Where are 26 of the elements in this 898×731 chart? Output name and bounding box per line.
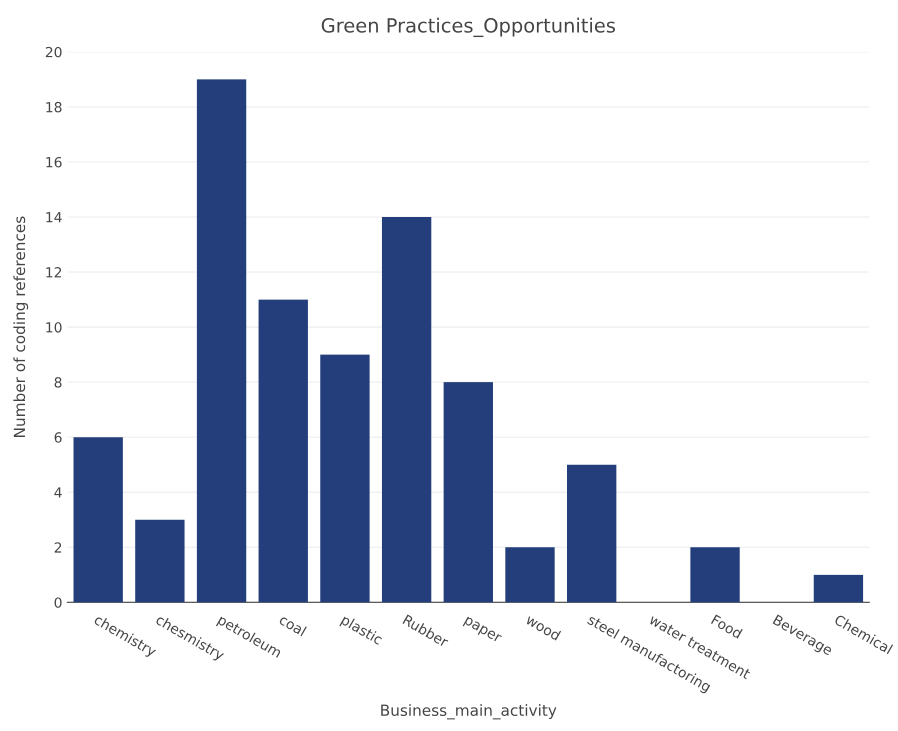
bar [690,547,740,602]
bar [258,300,308,602]
bar [74,437,123,602]
bar [505,547,555,602]
bar [382,217,432,602]
y-axis-title: Number of coding references [13,216,28,437]
bar [320,354,370,602]
y-tick-label: 18 [46,102,62,112]
y-tick-label: 14 [46,212,62,222]
y-tick-label: 6 [54,432,62,443]
x-tick-label: coal [278,614,307,636]
bar [567,464,616,602]
x-axis-title: Business_main_activity [381,704,556,720]
chart-title: Green Practices_Opportunities [322,18,615,38]
y-tick-label: 20 [46,46,62,58]
y-tick-label: 8 [54,377,62,388]
y-tick-label: 10 [46,322,62,333]
bar [444,382,493,602]
bar [135,520,185,602]
y-tick-label: 16 [46,156,62,168]
y-tick-label: 12 [46,267,62,278]
y-tick-label: 0 [54,597,62,608]
y-tick-label: 2 [54,542,62,553]
bar [196,79,246,602]
bar [814,574,864,602]
y-tick-label: 4 [54,487,62,498]
